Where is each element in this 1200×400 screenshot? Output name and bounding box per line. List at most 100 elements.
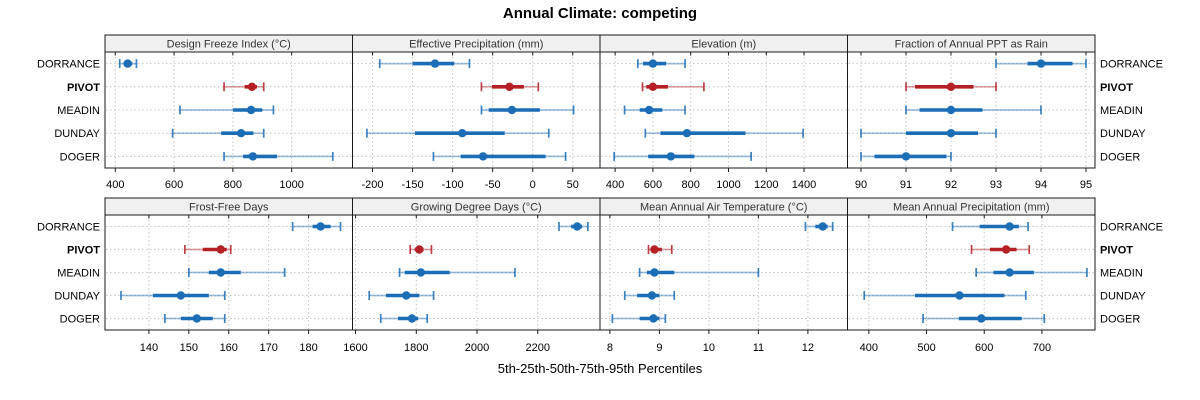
series-dorrance [558, 222, 589, 231]
series-meadin [905, 105, 1042, 115]
tick-label: 1400 [792, 179, 816, 191]
tick-label: 1000 [716, 179, 740, 191]
median-dot [648, 59, 658, 68]
tick-label: 400 [860, 342, 878, 354]
tick-label: 170 [259, 342, 277, 354]
median-dot [573, 222, 582, 231]
series-dunday [368, 291, 435, 300]
series-dorrance [378, 59, 471, 69]
tick-label: 92 [945, 179, 957, 191]
median-dot [415, 245, 424, 254]
series-dunday [644, 128, 804, 138]
tick-label: 1800 [404, 342, 428, 354]
panel-mean-annual-precipitation-mm: Mean Annual Precipitation (mm) 400 500 600 7… [847, 197, 1096, 354]
series-meadin [187, 268, 286, 277]
median-dot [946, 82, 956, 92]
tick-label: 9 [656, 342, 662, 354]
series-doger [379, 314, 429, 323]
series-dunday [860, 128, 997, 138]
row-label-right: DUNDAY [1100, 291, 1146, 303]
tick-label: 94 [1035, 179, 1047, 191]
series-dorrance [636, 59, 686, 69]
tick-label: 150 [180, 342, 198, 354]
tick-label: 140 [140, 342, 158, 354]
row-label-right: DORRANCE [1100, 222, 1163, 234]
series-pivot [409, 245, 433, 254]
median-dot [818, 222, 827, 231]
series-dunday [366, 128, 550, 138]
median-dot [1005, 222, 1014, 231]
series-meadin [480, 105, 575, 115]
row-label-left: DORRANCE [37, 222, 100, 234]
series-meadin [623, 105, 686, 115]
median-dot [505, 82, 514, 92]
row-label-left: DUNDAY [54, 128, 100, 140]
tick-label: 12 [802, 342, 814, 354]
row-label-right: MEADIN [1100, 268, 1143, 280]
series-pivot [480, 82, 540, 92]
tick-label: 800 [224, 179, 242, 191]
tick-label: 400 [606, 179, 624, 191]
series-meadin [975, 268, 1088, 277]
row-label-left: DORRANCE [37, 59, 100, 71]
panel-title: Mean Annual Precipitation (mm) [893, 202, 1050, 214]
panel-growing-degree-days-c: Growing Degree Days (°C) 1600 1800 2000 2200 [343, 197, 601, 354]
tick-label: 600 [975, 342, 993, 354]
series-dorrance [951, 222, 1029, 231]
median-dot [316, 222, 325, 231]
median-dot [216, 245, 225, 254]
median-dot [1001, 245, 1011, 254]
median-dot [247, 82, 257, 92]
tick-label: 93 [990, 179, 1002, 191]
panel-title: Mean Annual Air Temperature (°C) [640, 202, 807, 214]
median-dot [430, 59, 440, 68]
panel-title: Elevation (m) [691, 39, 756, 51]
tick-label: 2000 [465, 342, 489, 354]
tick-label: -100 [442, 179, 464, 191]
panel-title: Effective Precipitation (mm) [409, 39, 543, 51]
median-dot [458, 129, 467, 138]
median-dot [1036, 59, 1046, 68]
median-dot [977, 314, 986, 323]
row-label-right: DOGER [1100, 314, 1140, 326]
series-doger [922, 314, 1046, 323]
median-dot [236, 129, 246, 138]
series-dorrance [804, 222, 834, 231]
median-dot [650, 245, 659, 254]
median-dot [176, 291, 186, 300]
tick-label: 600 [165, 179, 183, 191]
row-label-right: DORRANCE [1100, 59, 1163, 71]
median-dot [192, 314, 202, 323]
series-pivot [183, 245, 232, 254]
tick-label: 0 [530, 179, 536, 191]
row-label-left: DOGER [60, 314, 100, 326]
series-doger [432, 151, 567, 161]
axis-caption: 5th-25th-50th-75th-95th Percentiles [497, 361, 703, 376]
series-dorrance [995, 59, 1087, 69]
panel-title: Design Freeze Index (°C) [167, 39, 291, 51]
series-meadin [398, 268, 516, 277]
tick-label: -50 [485, 179, 501, 191]
median-dot [407, 314, 417, 323]
panel-border [847, 214, 1096, 331]
median-dot [647, 291, 657, 300]
tick-label: 90 [855, 179, 867, 191]
tick-label: -150 [402, 179, 424, 191]
row-label-left: MEADIN [57, 105, 100, 117]
row-label-right: DUNDAY [1100, 128, 1146, 140]
row-label-left: DOGER [60, 151, 100, 163]
series-doger [164, 314, 226, 323]
series-pivot [223, 82, 265, 92]
series-pivot [641, 82, 705, 92]
panel-title: Growing Degree Days (°C) [411, 202, 542, 214]
median-dot [248, 152, 258, 161]
tick-label: 800 [682, 179, 700, 191]
tick-label: 500 [917, 342, 935, 354]
median-dot [416, 268, 426, 277]
series-pivot [905, 82, 997, 92]
series-doger [611, 314, 667, 323]
tick-label: 8 [607, 342, 613, 354]
tick-label: -200 [362, 179, 384, 191]
panel-design-freeze-index-c: Design Freeze Index (°C) 400 600 800 1000 [104, 34, 353, 191]
series-pivot [647, 245, 673, 254]
